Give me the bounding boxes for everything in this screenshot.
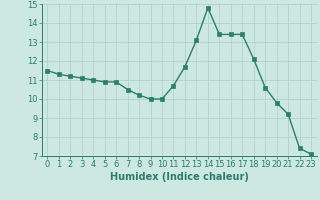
X-axis label: Humidex (Indice chaleur): Humidex (Indice chaleur): [110, 172, 249, 182]
